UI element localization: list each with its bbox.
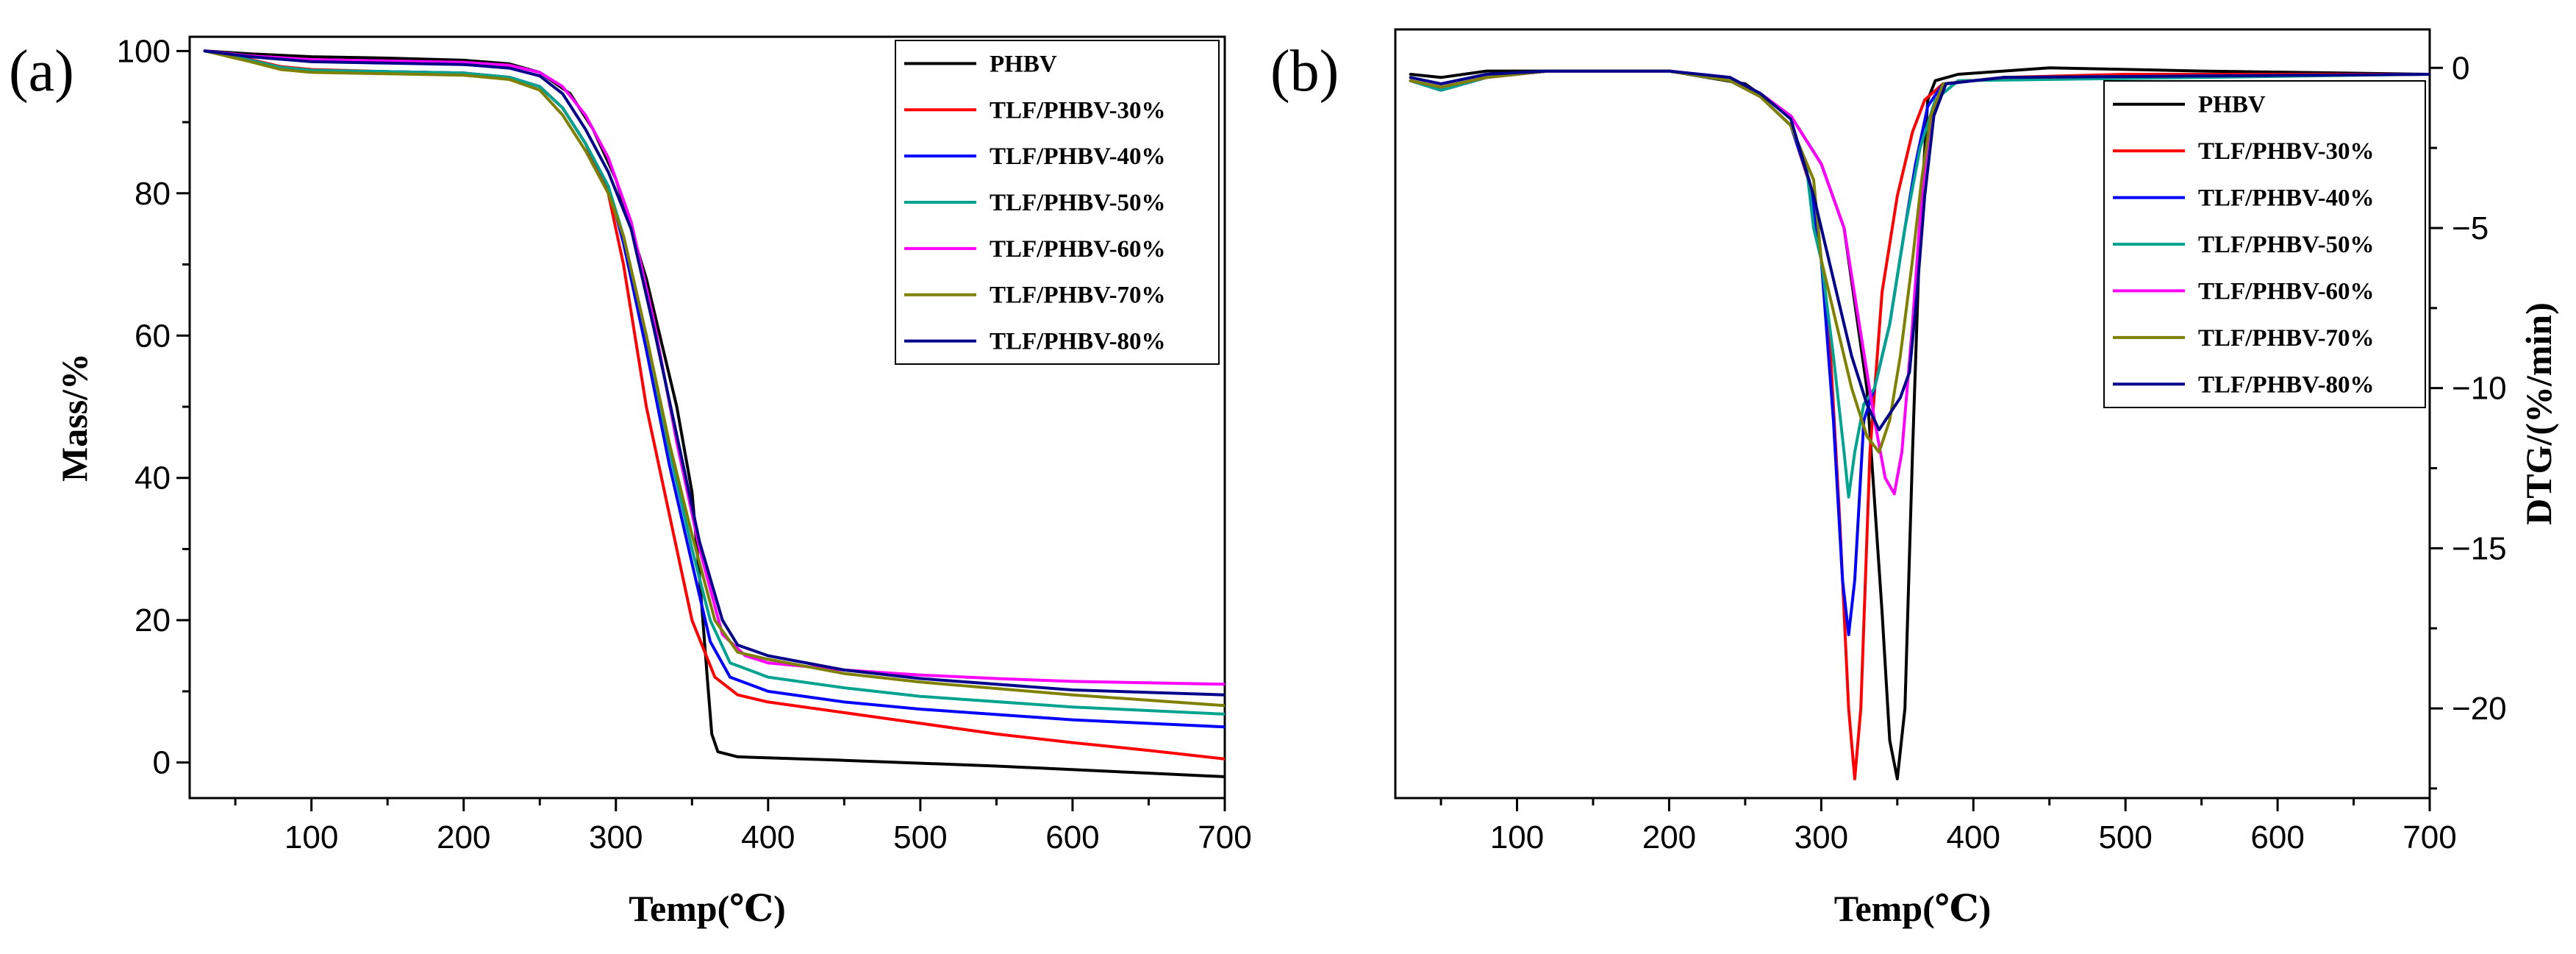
y-tick-label: 80 (135, 176, 171, 212)
legend-label: TLF/PHBV-50% (2198, 232, 2375, 258)
legend-label: PHBV (2198, 92, 2266, 118)
x-tick-label: 600 (2250, 819, 2304, 855)
y-axis-title: Mass/% (54, 353, 95, 482)
y-tick-label: −10 (2452, 371, 2507, 407)
legend-label: TLF/PHBV-80% (990, 329, 1166, 355)
legend: PHBV TLF/PHBV-30% TLF/PHBV-40% TLF/PHBV-50%… (2103, 80, 2426, 408)
legend-label: PHBV (990, 51, 1057, 77)
x-tick-label: 100 (1490, 819, 1544, 855)
legend-label: TLF/PHBV-40% (2198, 185, 2375, 212)
x-axis-title: Temp(℃) (1834, 888, 1992, 929)
y-tick-label: 100 (117, 33, 171, 69)
x-tick-label: 600 (1045, 819, 1099, 855)
x-tick-label: 700 (1198, 819, 1251, 855)
plot-frame (1394, 28, 2431, 800)
y-tick-label: −20 (2452, 691, 2507, 727)
x-tick-label: 700 (2403, 819, 2456, 855)
series-line-phbv (203, 49, 1225, 778)
legend-label: TLF/PHBV-30% (2198, 138, 2375, 165)
legend: PHBV TLF/PHBV-30% TLF/PHBV-40% TLF/PHBV-50%… (895, 40, 1220, 365)
y-tick-label: 0 (2452, 50, 2469, 86)
x-tick-label: 200 (1642, 819, 1696, 855)
x-tick-label: 100 (285, 819, 338, 855)
x-tick-label: 500 (2098, 819, 2152, 855)
y-tick-label: −15 (2452, 530, 2507, 566)
panel-b-dtg-chart: (b) 100 200 300 400 500 600 700 0 −5 −10 −15 −20 Temp… (1270, 28, 2559, 929)
legend-label: TLF/PHBV-30% (990, 97, 1166, 124)
legend-label: TLF/PHBV-60% (990, 236, 1166, 263)
panel-a-mass-chart: (a) 100 200 300 400 500 600 700 0 20 40 60 80 100 Temp… (9, 33, 1252, 929)
y-tick-label: 0 (153, 745, 171, 781)
series-line-tlf-phbv-80- (203, 49, 1225, 697)
plot-frame (188, 35, 1226, 800)
legend-label: TLF/PHBV-60% (2198, 278, 2375, 305)
y-tick-label: 20 (135, 602, 171, 638)
legend-label: TLF/PHBV-70% (2198, 325, 2375, 352)
legend-label: TLF/PHBV-70% (990, 282, 1166, 309)
legend-label: TLF/PHBV-50% (990, 190, 1166, 216)
x-tick-label: 300 (1795, 819, 1848, 855)
series-line-tlf-phbv-60- (203, 49, 1225, 686)
x-axis-title: Temp(℃) (629, 888, 786, 929)
x-tick-label: 200 (437, 819, 490, 855)
y-tick-label: 40 (135, 460, 171, 496)
panel-label: (a) (9, 39, 74, 104)
x-tick-label: 300 (589, 819, 643, 855)
legend-label: TLF/PHBV-40% (990, 143, 1166, 170)
legend-label: TLF/PHBV-80% (2198, 371, 2375, 398)
series-lines (1409, 66, 2430, 780)
x-tick-label: 400 (1947, 819, 2000, 855)
y-tick-label: −5 (2452, 210, 2489, 246)
series-line-tlf-phbv-80- (1409, 69, 2430, 432)
y-tick-label: 60 (135, 318, 171, 354)
x-tick-label: 400 (741, 819, 795, 855)
panel-label: (b) (1270, 39, 1339, 104)
series-line-tlf-phbv-70- (203, 49, 1225, 708)
y-axis-title: DTG/(%/min) (2518, 302, 2559, 525)
x-tick-label: 500 (893, 819, 947, 855)
series-lines (203, 49, 1225, 778)
